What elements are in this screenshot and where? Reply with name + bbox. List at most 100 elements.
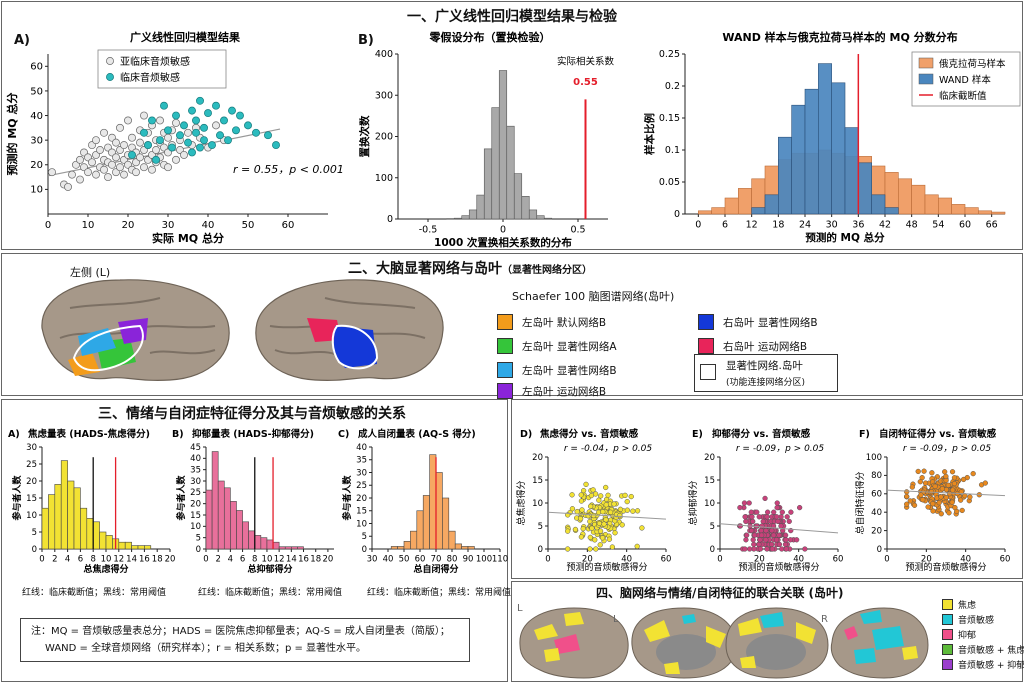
y-tick-label: 45 (190, 443, 201, 453)
y-tick-label: 25 (356, 481, 367, 491)
oklahoma-bar (924, 194, 939, 215)
scatter-point (619, 522, 625, 528)
y-tick-label: 35 (356, 456, 367, 466)
section-2-title: 二、大脑显著网络与岛叶（显著性网络分区） (348, 258, 592, 278)
scatter-point (612, 530, 618, 536)
chart-title: 焦虑得分 vs. 音烦敏感 (539, 428, 639, 440)
oklahoma-bar (911, 184, 926, 215)
y-tick-label: 100 (375, 173, 393, 184)
x-axis-label: 预测的音烦敏感得分 (566, 561, 647, 573)
outline-legend-box (694, 354, 838, 392)
x-tick-label: 0 (545, 555, 550, 565)
scatter-point (925, 504, 931, 510)
scatter-point (930, 508, 936, 514)
scatter-point (617, 506, 624, 512)
legend-swatch (918, 57, 934, 69)
y-tick-label: 20 (356, 494, 367, 504)
scatter-point (786, 518, 792, 525)
x-tick-label: 60 (282, 220, 295, 231)
scatter-point (737, 523, 743, 529)
fit-line (719, 523, 839, 534)
hist-bar (92, 521, 100, 550)
fit-line (547, 511, 667, 520)
legend-swatch (918, 73, 934, 85)
brain-lateral-right (830, 607, 929, 679)
aq-scatter: F) 自闭特征得分 vs. 音烦敏感 r = -0.09，p > 0.05 0 20 40… (854, 428, 1010, 573)
hist-bar (278, 546, 286, 550)
subclinical-point (180, 150, 188, 159)
legend-label: 亚临床音烦敏感 (120, 55, 190, 68)
aq-histogram: C) 成人自闭量表 (AQ-S 得分) 30 40 50 60 70 80 90 100 110 0 5… (338, 428, 508, 575)
y-axis-label: 参与者人数 (11, 475, 23, 521)
scatter-point (603, 484, 609, 491)
subclinical-point (120, 170, 128, 179)
wand-bar (818, 63, 832, 215)
right-outline (331, 324, 379, 370)
chart-title: 自闭特征得分 vs. 音烦敏感 (879, 428, 997, 440)
subclinical-point (64, 182, 72, 191)
y-tick-label: 5 (196, 534, 201, 544)
clinical-point (200, 136, 208, 145)
x-tick-label: 0 (500, 225, 506, 236)
hist-bar (223, 487, 231, 550)
subclinical-point (108, 160, 116, 169)
hist-bar (266, 539, 274, 550)
subclinical-point (76, 155, 84, 164)
hist-bar (73, 487, 81, 550)
oklahoma-bar (978, 210, 992, 215)
scatter-point (750, 537, 756, 543)
scatter-point (967, 494, 973, 500)
oklahoma-bar (724, 197, 739, 215)
x-tick-label: 0 (39, 555, 44, 565)
x-tick-label: 24 (799, 220, 811, 231)
wand-bar (844, 127, 859, 215)
scatter-point (758, 532, 765, 538)
scatter-point (574, 508, 580, 515)
y-tick-label: 400 (375, 49, 393, 60)
clinical-point (196, 143, 204, 152)
hist-bar (397, 546, 405, 550)
x-tick-label: 2 (52, 555, 57, 565)
network-legend-item: 左岛叶 运动网络B (497, 383, 606, 399)
scatter-point (607, 509, 614, 515)
clinical-point (188, 148, 196, 157)
clinical-point (152, 155, 160, 164)
scatter-point (592, 491, 599, 497)
y-tick-label: 15 (532, 476, 543, 486)
scatter-point (751, 541, 757, 548)
scatter-point (911, 502, 918, 508)
scatter-point (763, 537, 769, 543)
x-tick-label: 30 (162, 220, 175, 231)
scatter-point (943, 473, 949, 480)
scatter-point (788, 509, 794, 515)
panel-label: C) (338, 429, 349, 440)
panel-label: A) (8, 429, 20, 440)
y-tick-label: 300 (375, 90, 393, 101)
scatter-point (749, 514, 755, 520)
subclinical-point (92, 170, 100, 179)
fit-annotation: r = 0.55，p < 0.001 (233, 163, 344, 176)
y-tick-label: 0.2 (665, 81, 680, 92)
scatter-point (609, 544, 616, 550)
chart-title: 零假设分布（置换检验） (429, 30, 551, 44)
perm-bar (453, 217, 463, 220)
scatter-point (737, 504, 743, 511)
scatter-point (630, 508, 636, 514)
perm-bar (491, 107, 500, 220)
wand-bar (804, 88, 819, 215)
depression-histogram: B) 抑郁量表 (HADS-抑郁得分)0 2 4 6 8 10 12 14 16 18 2005101… (172, 428, 334, 575)
x-tick-label: 10 (82, 220, 95, 231)
scatter-point (970, 470, 976, 477)
oklahoma-bar (738, 188, 752, 215)
legend-label: 右岛叶 显著性网络B (723, 316, 818, 329)
overlap-legend-item: 音烦敏感 + 抑郁 (942, 658, 1024, 671)
scatter-point (624, 498, 630, 505)
hist-bar (54, 484, 62, 550)
clinical-point (140, 128, 148, 137)
fit-line (886, 489, 1006, 497)
y-tick-label: 10 (190, 522, 201, 532)
oklahoma-bar (991, 211, 1006, 215)
scatter-point (583, 481, 589, 488)
section-4-title: 四、脑网络与情绪/自闭特征的联合关联 (岛叶) (596, 586, 844, 600)
y-tick-label: 0 (877, 545, 882, 555)
